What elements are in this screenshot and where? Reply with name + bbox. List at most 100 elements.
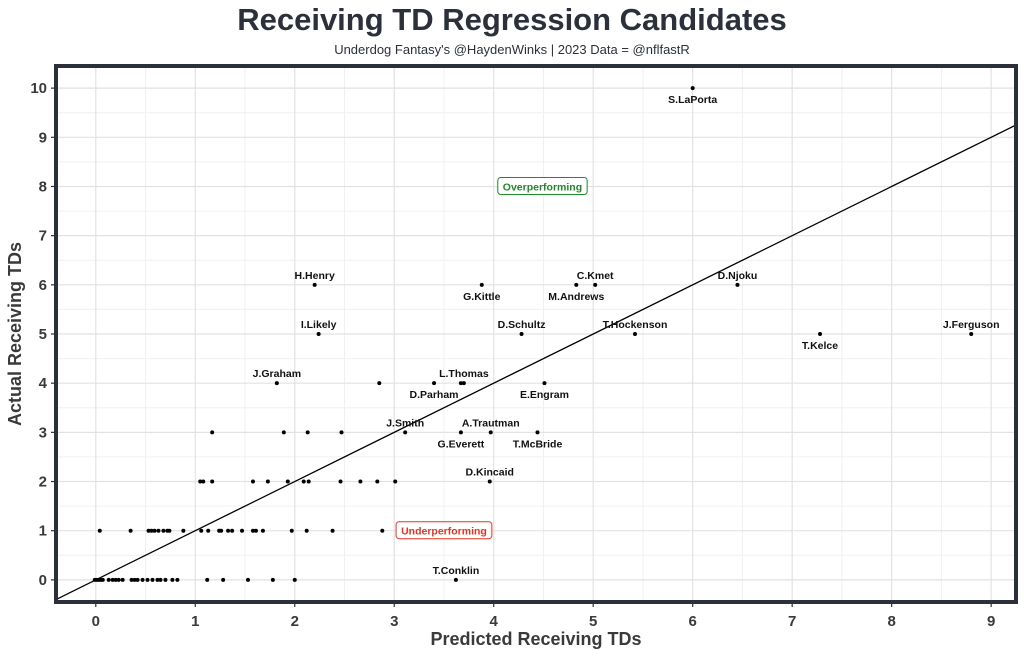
point-label: J.Graham — [253, 368, 301, 380]
point-label: G.Kittle — [463, 291, 500, 303]
x-tick-label: 9 — [987, 613, 995, 630]
data-point — [593, 282, 598, 287]
data-point — [312, 282, 317, 287]
data-point — [205, 577, 210, 582]
data-point — [542, 381, 547, 386]
y-tick-label: 7 — [39, 228, 47, 245]
data-point — [270, 577, 275, 582]
data-point — [632, 332, 637, 336]
data-point — [375, 479, 380, 484]
data-point — [198, 479, 203, 484]
data-point — [458, 381, 463, 386]
data-point — [146, 528, 151, 533]
x-tick-label: 1 — [191, 613, 199, 630]
data-point — [230, 528, 235, 533]
point-label: L.Thomas — [439, 368, 489, 380]
y-tick-label: 0 — [39, 572, 47, 589]
data-point — [281, 430, 286, 435]
data-point — [260, 528, 265, 533]
point-label: J.Ferguson — [943, 319, 1000, 331]
data-point — [219, 528, 224, 533]
x-tick-label: 3 — [390, 613, 398, 630]
x-tick-label: 2 — [291, 613, 299, 630]
point-label: T.McBride — [513, 438, 563, 450]
point-label: C.Kmet — [577, 270, 614, 282]
y-tick-label: 6 — [39, 277, 47, 294]
data-point — [128, 528, 133, 533]
data-point — [403, 430, 408, 435]
data-points — [92, 86, 974, 582]
point-label: T.Hockenson — [603, 319, 668, 331]
y-tick-label: 10 — [30, 80, 47, 97]
point-labels: S.LaPorta H.Henry G.Kittle M.Andrews C.Kmet D… — [253, 94, 1000, 577]
data-point — [306, 479, 311, 484]
data-point — [253, 528, 258, 533]
data-point — [206, 528, 211, 533]
annotation-label: Underperforming — [401, 526, 487, 538]
reference-line — [55, 124, 1017, 601]
x-tick-label: 6 — [689, 613, 697, 630]
annotation-box — [395, 521, 493, 540]
data-point — [292, 577, 297, 582]
data-point — [818, 332, 823, 336]
plot-panel-border — [54, 64, 1018, 604]
data-point — [274, 381, 279, 386]
data-point — [156, 528, 161, 533]
data-point — [161, 528, 166, 533]
y-tick-label: 8 — [39, 178, 47, 195]
data-point — [301, 479, 306, 484]
data-point — [110, 577, 115, 582]
data-point — [226, 528, 231, 533]
annotations: Overperforming Underperforming — [395, 176, 588, 540]
data-point — [265, 479, 270, 484]
data-point — [116, 577, 121, 582]
x-tick-label: 7 — [788, 613, 796, 630]
data-point — [97, 528, 102, 533]
data-point — [338, 479, 343, 484]
data-point — [519, 332, 524, 336]
x-tick-label: 0 — [92, 613, 100, 630]
data-point — [175, 577, 180, 582]
data-point — [535, 430, 540, 435]
data-point — [240, 528, 245, 533]
y-axis-title: Actual Receiving TDs — [5, 242, 25, 426]
data-point — [132, 577, 137, 582]
point-label: J.Smith — [386, 417, 424, 429]
data-point — [305, 430, 310, 435]
data-point — [432, 381, 437, 386]
grid-lines — [56, 66, 1016, 602]
data-point — [201, 479, 206, 484]
y-tick-label: 3 — [39, 424, 47, 441]
data-point — [250, 528, 255, 533]
data-point — [149, 528, 154, 533]
data-point — [250, 479, 255, 484]
x-tick-label: 8 — [887, 613, 895, 630]
y-tick-label: 9 — [39, 129, 47, 146]
data-point — [210, 430, 215, 435]
data-point — [690, 86, 695, 91]
x-tick-label: 4 — [490, 613, 499, 630]
data-point — [380, 528, 385, 533]
data-point — [210, 479, 215, 484]
x-axis-title: Predicted Receiving TDs — [430, 629, 641, 649]
point-label: D.Schultz — [498, 319, 546, 331]
point-label: E.Engram — [520, 389, 569, 401]
point-label: G.Everett — [438, 438, 485, 450]
data-point — [135, 577, 140, 582]
point-label: D.Njoku — [718, 270, 758, 282]
data-point — [377, 381, 382, 386]
data-point — [487, 479, 492, 484]
data-point — [316, 332, 321, 336]
data-point — [181, 528, 186, 533]
y-tick-label: 5 — [39, 326, 47, 343]
point-label: D.Parham — [410, 389, 459, 401]
data-point — [140, 577, 145, 582]
data-point — [330, 528, 335, 533]
data-point — [167, 528, 172, 533]
point-label: H.Henry — [295, 270, 335, 282]
point-label: A.Trautman — [462, 417, 520, 429]
data-point — [100, 577, 105, 582]
annotation-box — [497, 176, 588, 195]
data-point — [170, 577, 175, 582]
chart-title: Receiving TD Regression Candidates — [237, 2, 787, 37]
